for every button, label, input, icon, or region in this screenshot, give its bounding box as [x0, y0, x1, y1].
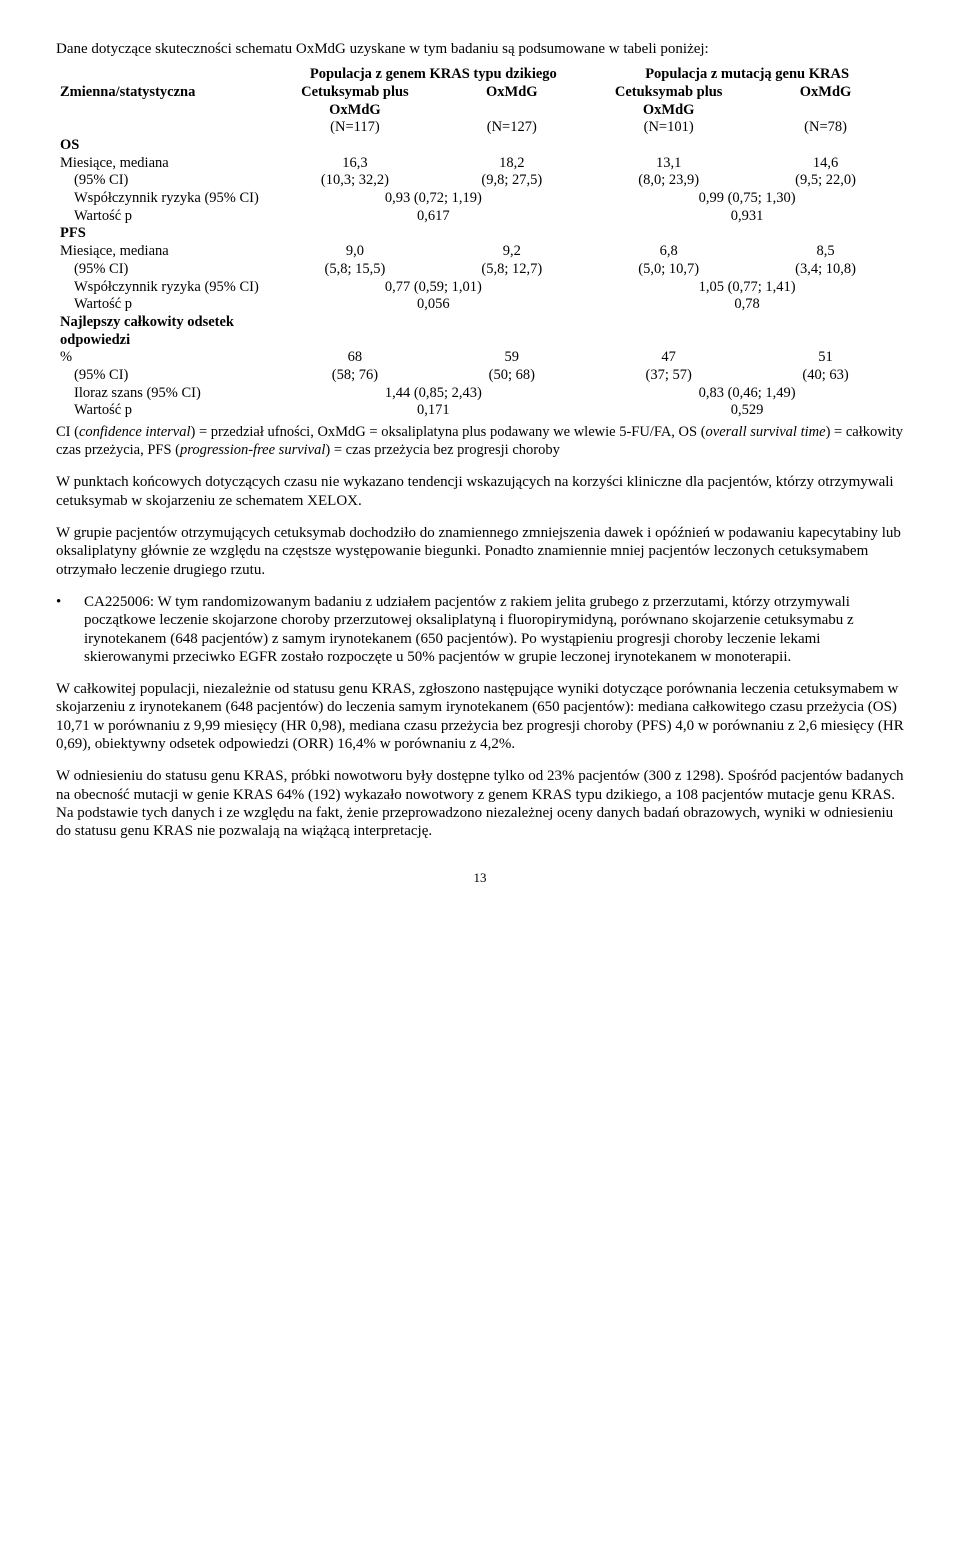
- table-cell: 1,44 (0,85; 2,43): [276, 385, 590, 403]
- pfs-ci-label: (95% CI): [56, 261, 276, 279]
- paragraph-2: W grupie pacjentów otrzymujących cetuksy…: [56, 524, 904, 579]
- table-cell: 51: [747, 349, 904, 367]
- table-cell: 0,529: [590, 402, 904, 420]
- table-cell: (40; 63): [747, 367, 904, 385]
- paragraph-1: W punktach końcowych dotyczących czasu n…: [56, 473, 904, 510]
- sub1: Cetuksymab plus OxMdG: [276, 84, 433, 119]
- pfs-hr-label: Współczynnik ryzyka (95% CI): [56, 279, 276, 297]
- table-cell: 0,056: [276, 296, 590, 314]
- group2-header: Populacja z mutacją genu KRAS: [590, 66, 904, 84]
- paragraph-3: W całkowitej populacji, niezależnie od s…: [56, 680, 904, 753]
- table-cell: (9,5; 22,0): [747, 172, 904, 190]
- pfs-median-label: Miesiące, mediana: [56, 243, 276, 261]
- table-cell: (8,0; 23,9): [590, 172, 747, 190]
- paragraph-4: W odniesieniu do statusu genu KRAS, prób…: [56, 767, 904, 840]
- bullet-item: • CA225006: W tym randomizowanym badaniu…: [56, 593, 904, 666]
- table-cell: 9,0: [276, 243, 433, 261]
- table-cell: 0,77 (0,59; 1,01): [276, 279, 590, 297]
- os-p-label: Wartość p: [56, 208, 276, 226]
- table-cell: 16,3: [276, 155, 433, 173]
- table-cell: 14,6: [747, 155, 904, 173]
- table-cell: 0,171: [276, 402, 590, 420]
- table-cell: (58; 76): [276, 367, 433, 385]
- var-stat-header: Zmienna/statystyczna: [56, 84, 276, 119]
- table-cell: 6,8: [590, 243, 747, 261]
- n3: (N=101): [590, 119, 747, 137]
- orr-or-label: Iloraz szans (95% CI): [56, 385, 276, 403]
- table-cell: 0,78: [590, 296, 904, 314]
- n4: (N=78): [747, 119, 904, 137]
- table-cell: (5,8; 12,7): [433, 261, 590, 279]
- table-cell: 8,5: [747, 243, 904, 261]
- table-cell: 0,931: [590, 208, 904, 226]
- table-cell: 0,617: [276, 208, 590, 226]
- n1: (N=117): [276, 119, 433, 137]
- table-cell: (3,4; 10,8): [747, 261, 904, 279]
- table-footnote: CI (confidence interval) = przedział ufn…: [56, 424, 904, 459]
- sub2: OxMdG: [433, 84, 590, 119]
- table-cell: 59: [433, 349, 590, 367]
- pfs-label: PFS: [56, 225, 276, 243]
- table-cell: 0,93 (0,72; 1,19): [276, 190, 590, 208]
- pfs-p-label: Wartość p: [56, 296, 276, 314]
- table-cell: (37; 57): [590, 367, 747, 385]
- table-cell: (9,8; 27,5): [433, 172, 590, 190]
- group1-header: Populacja z genem KRAS typu dzikiego: [276, 66, 590, 84]
- efficacy-table: Populacja z genem KRAS typu dzikiego Pop…: [56, 66, 904, 420]
- orr-p-label: Wartość p: [56, 402, 276, 420]
- table-cell: (10,3; 32,2): [276, 172, 433, 190]
- bullet-icon: •: [56, 593, 84, 611]
- bullet-text: CA225006: W tym randomizowanym badaniu z…: [84, 593, 904, 666]
- os-hr-label: Współczynnik ryzyka (95% CI): [56, 190, 276, 208]
- table-cell: 13,1: [590, 155, 747, 173]
- n2: (N=127): [433, 119, 590, 137]
- table-cell: 1,05 (0,77; 1,41): [590, 279, 904, 297]
- table-cell: 0,83 (0,46; 1,49): [590, 385, 904, 403]
- table-cell: 68: [276, 349, 433, 367]
- table-cell: (5,8; 15,5): [276, 261, 433, 279]
- sub3: Cetuksymab plus OxMdG: [590, 84, 747, 119]
- os-median-label: Miesiące, mediana: [56, 155, 276, 173]
- page-number: 13: [56, 870, 904, 886]
- orr-pct-label: %: [56, 349, 276, 367]
- orr-ci-label: (95% CI): [56, 367, 276, 385]
- sub4: OxMdG: [747, 84, 904, 119]
- orr-label: Najlepszy całkowity odsetek odpowiedzi: [56, 314, 276, 349]
- table-cell: (50; 68): [433, 367, 590, 385]
- os-label: OS: [56, 137, 276, 155]
- table-cell: 9,2: [433, 243, 590, 261]
- os-ci-label: (95% CI): [56, 172, 276, 190]
- intro-paragraph: Dane dotyczące skuteczności schematu OxM…: [56, 40, 904, 58]
- table-cell: 0,99 (0,75; 1,30): [590, 190, 904, 208]
- table-cell: 18,2: [433, 155, 590, 173]
- table-cell: (5,0; 10,7): [590, 261, 747, 279]
- table-cell: 47: [590, 349, 747, 367]
